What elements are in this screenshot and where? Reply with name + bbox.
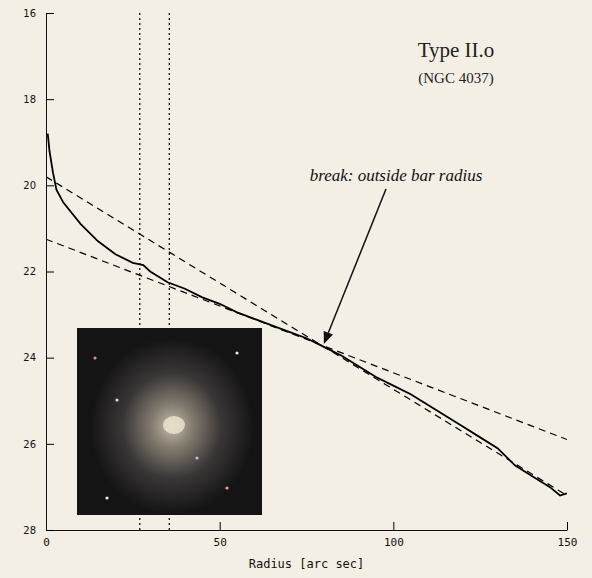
data	[46, 13, 567, 530]
x-tick-label: 100	[384, 536, 404, 549]
y-tick: 16	[23, 8, 54, 19]
star	[105, 496, 108, 499]
y-tick-label: 22	[23, 266, 36, 277]
y-tick: 26	[23, 439, 54, 450]
x-tick-label: 0	[43, 536, 50, 549]
galaxy-core	[163, 416, 185, 434]
y-tick: 20	[23, 180, 54, 191]
x-axis: 0 50 100 150	[43, 522, 577, 549]
y-tick-mark	[46, 99, 54, 100]
galaxy-glow	[90, 338, 254, 514]
star	[195, 456, 198, 459]
y-tick-mark	[46, 185, 54, 186]
x-tick-mark	[567, 522, 568, 530]
annotation-arrow	[324, 189, 386, 344]
x-tick: 50	[214, 522, 227, 549]
x-tick-mark	[393, 522, 394, 530]
y-tick-mark	[46, 272, 54, 273]
chart: 0 50 100 150 16 18 20 22 24 26 28 Type II.o (NGC 403…	[0, 0, 592, 578]
star	[235, 351, 238, 354]
star	[225, 486, 228, 489]
x-tick-label: 150	[558, 536, 578, 549]
arrow-head	[324, 331, 333, 344]
galaxy-inset	[77, 328, 262, 515]
star	[93, 356, 96, 359]
y-tick-label: 28	[23, 525, 36, 536]
subtitle: (NGC 4037)	[418, 70, 493, 87]
arrow-shaft	[328, 189, 386, 333]
star	[115, 398, 118, 401]
x-axis-line	[47, 530, 568, 531]
y-tick: 22	[23, 266, 54, 277]
x-axis-title: Radius [arc sec]	[249, 557, 365, 571]
x-tick: 100	[384, 522, 404, 549]
annotation-text: break: outside bar radius	[310, 166, 483, 185]
y-tick-label: 24	[23, 352, 36, 363]
x-tick-label: 50	[214, 536, 227, 549]
title: Type II.o	[418, 38, 495, 62]
y-axis: 16 18 20 22 24 26 28	[23, 8, 54, 536]
y-tick-label: 20	[23, 180, 36, 191]
x-tick-mark	[220, 522, 221, 530]
y-tick: 28	[23, 525, 54, 536]
y-tick-label: 16	[23, 8, 36, 19]
background	[0, 0, 592, 578]
inset-frame	[77, 328, 262, 515]
y-tick-mark	[46, 444, 54, 445]
plot: 0 50 100 150 16 18 20 22 24 26 28 Type II.o (NGC 403…	[23, 8, 577, 549]
y-tick-label: 18	[23, 94, 36, 105]
y-tick-mark	[46, 358, 54, 359]
y-tick-label: 26	[23, 439, 36, 450]
y-tick: 18	[23, 94, 54, 105]
y-tick-mark	[46, 13, 54, 14]
y-tick-mark	[46, 530, 54, 531]
y-tick: 24	[23, 352, 54, 363]
x-tick: 150	[558, 522, 578, 549]
